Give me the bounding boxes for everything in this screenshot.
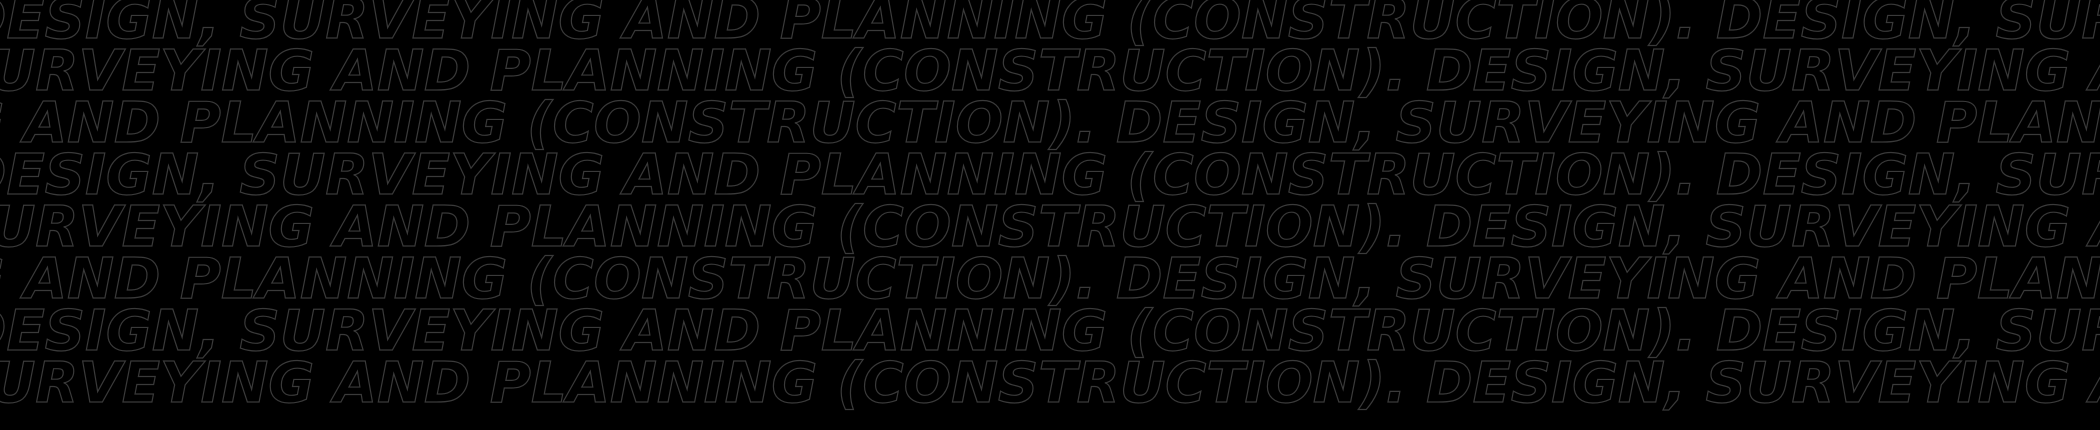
outlined-text-row: DESIGN, SURVEYING AND PLANNING (CONSTRUC… — [0, 303, 2100, 360]
phrase-text: DESIGN, SURVEYING AND PLANNING (CONSTRUC… — [0, 299, 1717, 364]
phrase-text: DESIGN, SURVEYING AND PLANNING (CONSTRUC… — [1716, 299, 2100, 364]
phrase-text: DESIGN, SURVEYING AND PLANNING (CONSTRUC… — [0, 143, 1717, 208]
phrase-text: DESIGN, SURVEYING AND PLANNING (CONSTRUC… — [1116, 91, 2100, 156]
phrase-text: DESIGN, SURVEYING AND PLANNING (CONSTRUC… — [1426, 39, 2100, 104]
phrase-text: DESIGN, SURVEYING AND PLANNING (CONSTRUC… — [0, 39, 1407, 104]
phrase-text: DESIGN, SURVEYING AND PLANNING (CONSTRUC… — [0, 351, 1407, 416]
outlined-text-row: DESIGN, SURVEYING AND PLANNING (CONSTRUC… — [0, 355, 2100, 412]
outlined-text-row: DESIGN, SURVEYING AND PLANNING (CONSTRUC… — [0, 147, 2100, 204]
phrase-text: DESIGN, SURVEYING AND PLANNING (CONSTRUC… — [0, 0, 1717, 52]
phrase-text: DESIGN, SURVEYING AND PLANNING (CONSTRUC… — [0, 195, 1407, 260]
phrase-text: DESIGN, SURVEYING AND PLANNING (CONSTRUC… — [1116, 247, 2100, 312]
outlined-text-row: DESIGN, SURVEYING AND PLANNING (CONSTRUC… — [0, 43, 2100, 100]
outlined-text-row: DESIGN, SURVEYING AND PLANNING (CONSTRUC… — [0, 251, 2100, 308]
phrase-text: DESIGN, SURVEYING AND PLANNING (CONSTRUC… — [1426, 351, 2100, 416]
outlined-text-row: DESIGN, SURVEYING AND PLANNING (CONSTRUC… — [0, 0, 2100, 48]
phrase-text: DESIGN, SURVEYING AND PLANNING (CONSTRUC… — [1716, 143, 2100, 208]
outlined-text-row: DESIGN, SURVEYING AND PLANNING (CONSTRUC… — [0, 199, 2100, 256]
phrase-text: DESIGN, SURVEYING AND PLANNING (CONSTRUC… — [1716, 0, 2100, 52]
phrase-text: DESIGN, SURVEYING AND PLANNING (CONSTRUC… — [0, 247, 1097, 312]
phrase-text: DESIGN, SURVEYING AND PLANNING (CONSTRUC… — [0, 91, 1097, 156]
outlined-text-row: DESIGN, SURVEYING AND PLANNING (CONSTRUC… — [0, 95, 2100, 152]
phrase-text: DESIGN, SURVEYING AND PLANNING (CONSTRUC… — [1426, 195, 2100, 260]
